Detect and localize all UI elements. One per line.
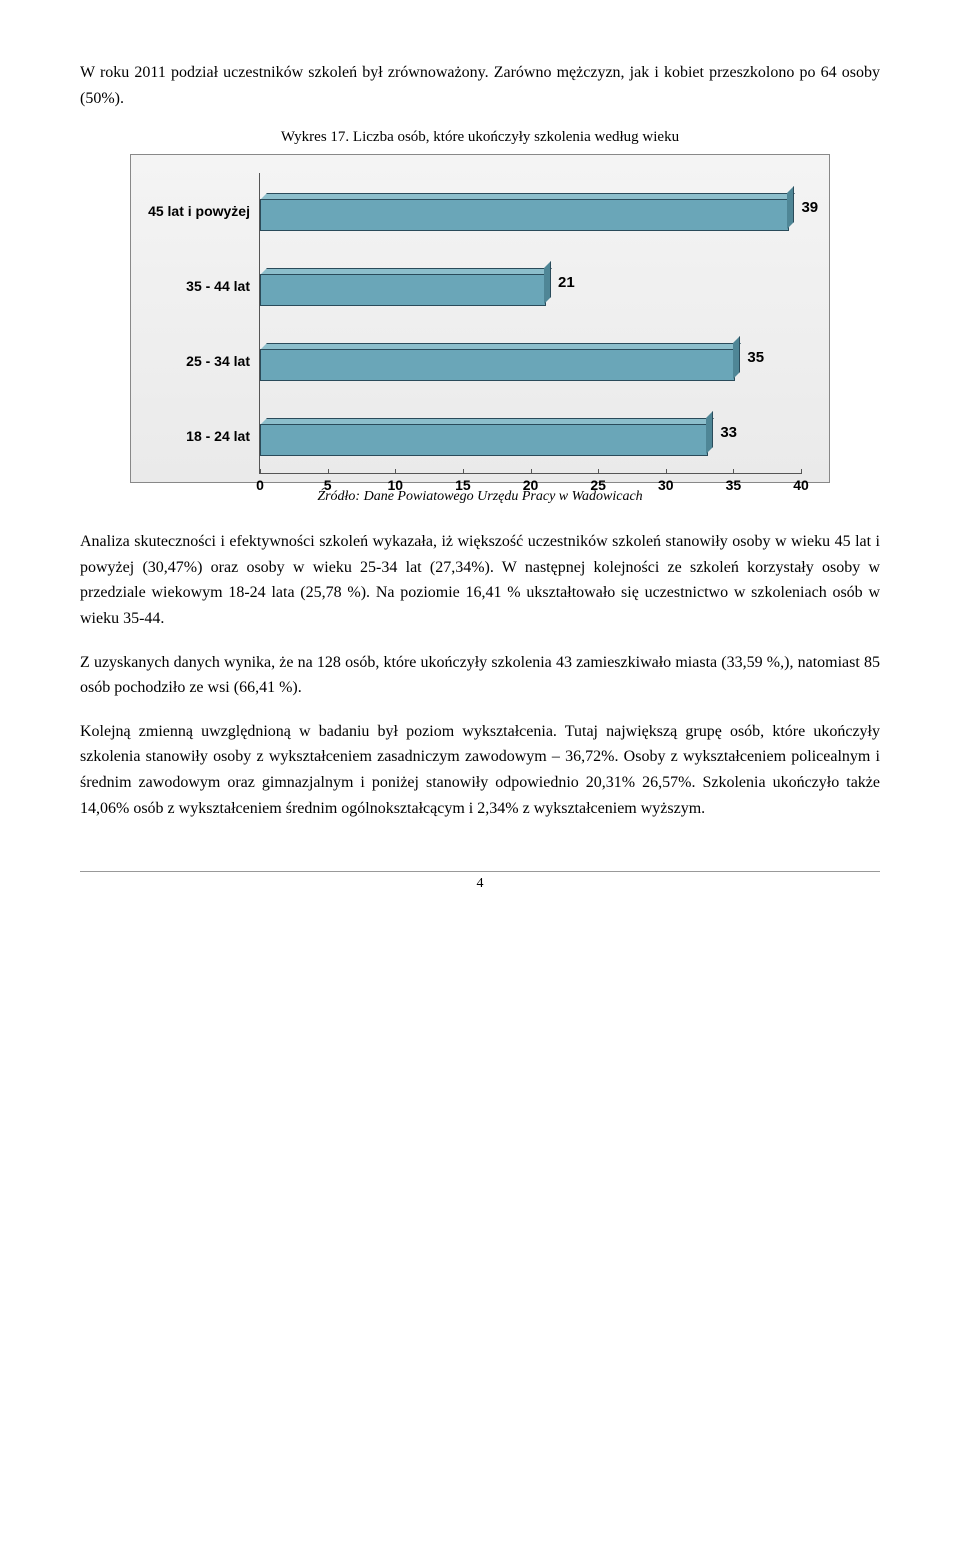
paragraph-2: Analiza skuteczności i efektywności szko…	[80, 529, 880, 631]
chart-bar: 35	[260, 343, 801, 379]
paragraph-3: Z uzyskanych danych wynika, że na 128 os…	[80, 650, 880, 701]
x-axis-tick: 0	[256, 477, 264, 493]
bar-value-label: 35	[747, 349, 764, 366]
bar-value-label: 21	[558, 274, 575, 291]
age-chart: 45 lat i powyżej 39 35 - 44 lat 21 25 - 34 l…	[130, 154, 830, 483]
x-axis-tick: 20	[523, 477, 539, 493]
x-axis-tick: 25	[590, 477, 606, 493]
intro-paragraph: W roku 2011 podział uczestników szkoleń …	[80, 60, 880, 111]
paragraph-4: Kolejną zmienną uwzględnioną w badaniu b…	[80, 719, 880, 821]
chart-bar: 33	[260, 418, 801, 454]
y-axis-label: 35 - 44 lat	[145, 278, 250, 294]
x-axis-tick: 30	[658, 477, 674, 493]
chart-bar: 21	[260, 268, 801, 304]
y-axis-label: 18 - 24 lat	[145, 428, 250, 444]
x-axis-tick: 10	[387, 477, 403, 493]
chart-title: Wykres 17. Liczba osób, które ukończyły …	[80, 129, 880, 146]
chart-bar: 39	[260, 193, 801, 229]
y-axis-label: 45 lat i powyżej	[145, 203, 250, 219]
page-footer: 4	[80, 871, 880, 892]
x-axis-tick: 15	[455, 477, 471, 493]
bar-value-label: 39	[801, 199, 818, 216]
x-axis-tick: 40	[793, 477, 809, 493]
x-axis-tick: 35	[726, 477, 742, 493]
page-number: 4	[477, 876, 484, 891]
bar-value-label: 33	[720, 424, 737, 441]
x-axis-tick: 5	[324, 477, 332, 493]
y-axis-label: 25 - 34 lat	[145, 353, 250, 369]
